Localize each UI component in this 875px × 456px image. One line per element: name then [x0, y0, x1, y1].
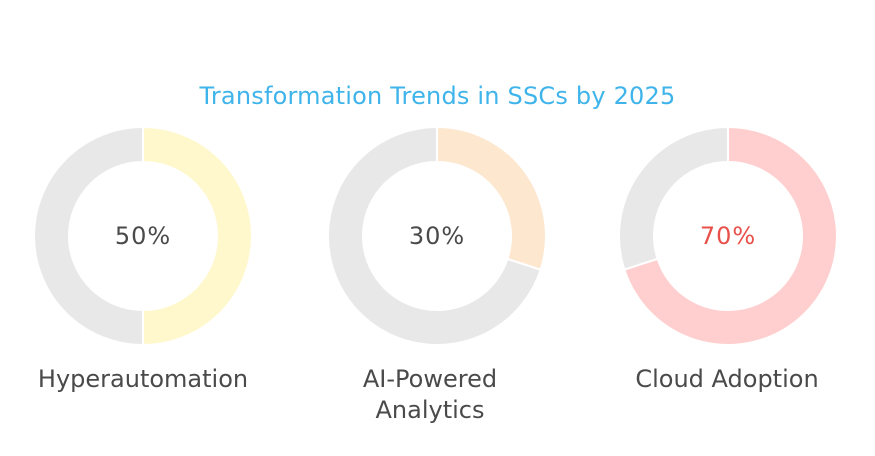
donut-svg-hyperautomation: [33, 126, 253, 346]
donut-cloud-adoption: 70%: [618, 126, 838, 346]
donut-remainder-ai-powered-analytics: [327, 126, 542, 346]
chart-title: Transformation Trends in SSCs by 2025: [199, 82, 676, 110]
category-label-cloud-adoption: Cloud Adoption: [635, 365, 819, 393]
donut-segment-cloud-adoption: [623, 126, 838, 346]
category-label-hyperautomation: Hyperautomation: [37, 365, 249, 393]
percent-label-cloud-adoption: 70%: [699, 222, 757, 250]
donut-svg-ai-powered-analytics: [327, 126, 547, 346]
donut-hyperautomation: 50%: [33, 126, 253, 346]
donut-segment-hyperautomation: [142, 126, 253, 346]
category-label-ai-powered-analytics: AI-Powered Analytics: [362, 365, 498, 424]
percent-label-ai-powered-analytics: 30%: [408, 222, 466, 250]
donut-remainder-hyperautomation: [33, 126, 144, 346]
donut-segment-ai-powered-analytics: [436, 126, 547, 271]
percent-label-hyperautomation: 50%: [114, 222, 172, 250]
donut-svg-cloud-adoption: [618, 126, 838, 346]
donut-ai-powered-analytics: 30%: [327, 126, 547, 346]
